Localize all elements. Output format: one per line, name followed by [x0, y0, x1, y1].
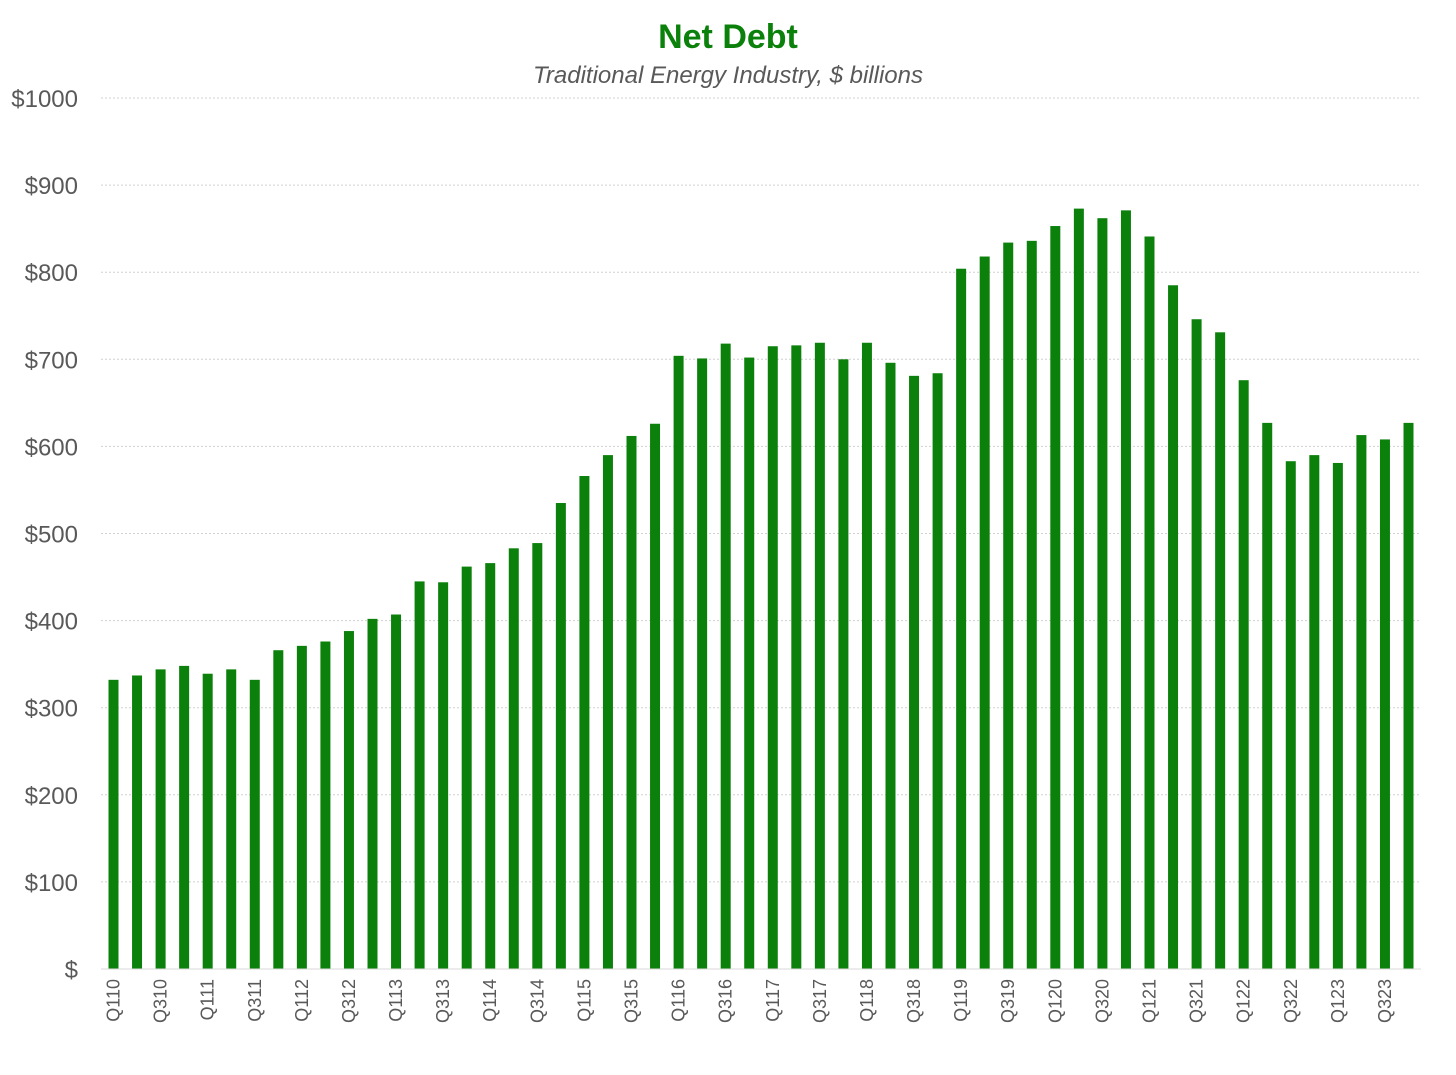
bar-Q416 [744, 358, 754, 969]
bar-Q418 [933, 373, 943, 969]
y-tick-label: $ [65, 957, 78, 984]
bar-Q312 [344, 631, 354, 969]
x-tick-label: Q314 [527, 979, 547, 1023]
bar-Q223 [1356, 435, 1366, 969]
bar-Q121 [1145, 236, 1155, 969]
bar-Q211 [226, 669, 236, 969]
bar-Q117 [768, 346, 778, 969]
bar-Q411 [273, 650, 283, 969]
bar-Q323 [1380, 439, 1390, 969]
y-tick-label: $300 [25, 696, 78, 723]
x-tick-label: Q315 [622, 979, 642, 1023]
x-tick-label: Q117 [763, 979, 783, 1022]
y-tick-label: $400 [25, 609, 78, 636]
y-tick-label: $800 [25, 260, 78, 287]
x-tick-label: Q318 [904, 979, 924, 1023]
bar-Q212 [320, 642, 330, 969]
bar-Q219 [980, 257, 990, 969]
bar-Q110 [109, 680, 119, 969]
bar-Q421 [1215, 332, 1225, 969]
bar-Q318 [909, 376, 919, 969]
bar-Q417 [838, 359, 848, 969]
bar-Q115 [579, 476, 589, 969]
bar-Q419 [1027, 241, 1037, 969]
bar-Q414 [556, 503, 566, 969]
bar-Q317 [815, 343, 825, 969]
bar-Q316 [721, 344, 731, 969]
bar-Q413 [462, 567, 472, 969]
x-tick-label: Q119 [951, 979, 971, 1022]
x-tick-label: Q121 [1140, 979, 1160, 1023]
x-tick-label: Q319 [998, 979, 1018, 1023]
x-tick-label: Q311 [245, 979, 265, 1022]
bar-Q114 [485, 563, 495, 969]
bar-Q221 [1168, 285, 1178, 969]
bar-Q310 [156, 669, 166, 969]
bar-Q322 [1286, 461, 1296, 969]
bar-Q218 [886, 363, 896, 969]
bar-Q210 [132, 675, 142, 969]
bar-Q122 [1239, 380, 1249, 969]
x-tick-label: Q116 [669, 979, 689, 1022]
bar-Q113 [391, 615, 401, 969]
x-tick-label: Q320 [1092, 979, 1112, 1023]
y-tick-label: $1000 [11, 86, 78, 113]
bar-Q123 [1333, 463, 1343, 969]
y-tick-label: $500 [25, 522, 78, 549]
bar-Q215 [603, 455, 613, 969]
bar-Q311 [250, 680, 260, 969]
bar-Q217 [791, 345, 801, 969]
bar-Q119 [956, 269, 966, 969]
y-tick-label: $900 [25, 173, 78, 200]
bar-Q120 [1050, 226, 1060, 969]
x-tick-label: Q110 [104, 979, 124, 1022]
bar-Q422 [1309, 455, 1319, 969]
x-tick-label: Q115 [574, 979, 594, 1022]
bar-Q315 [627, 436, 637, 969]
bar-Q222 [1262, 423, 1272, 969]
bar-Q410 [179, 666, 189, 969]
bar-Q423 [1404, 423, 1414, 969]
bar-Q314 [532, 543, 542, 969]
x-tick-label: Q123 [1328, 979, 1348, 1023]
x-tick-label: Q111 [198, 979, 218, 1020]
x-tick-label: Q112 [292, 979, 312, 1022]
x-tick-label: Q317 [810, 979, 830, 1023]
x-tick-label: Q310 [151, 979, 171, 1023]
bar-Q320 [1097, 218, 1107, 969]
y-tick-label: $600 [25, 434, 78, 461]
y-tick-label: $200 [25, 783, 78, 810]
x-tick-label: Q322 [1281, 979, 1301, 1023]
y-tick-label: $100 [25, 870, 78, 897]
y-tick-label: $700 [25, 347, 78, 374]
bar-Q111 [203, 674, 213, 969]
bar-Q118 [862, 343, 872, 969]
bar-Q213 [415, 581, 425, 969]
bar-Q214 [509, 548, 519, 969]
bar-Q412 [368, 619, 378, 969]
bar-Q313 [438, 582, 448, 969]
x-tick-label: Q113 [386, 979, 406, 1022]
bar-Q319 [1003, 243, 1013, 969]
bar-Q112 [297, 646, 307, 969]
x-tick-label: Q114 [480, 979, 500, 1022]
x-tick-label: Q312 [339, 979, 359, 1023]
x-tick-label: Q316 [716, 979, 736, 1023]
bar-Q415 [650, 424, 660, 969]
bar-Q116 [674, 356, 684, 969]
x-tick-label: Q313 [433, 979, 453, 1023]
bars [109, 209, 1414, 969]
bar-Q216 [697, 358, 707, 969]
x-tick-label: Q321 [1187, 979, 1207, 1023]
bar-Q321 [1192, 319, 1202, 969]
y-axis: $ $100 $200 $300 $400 $500 $600 $700 $800 $900 $10… [11, 86, 78, 984]
x-tick-label: Q122 [1234, 979, 1254, 1023]
x-axis: Q110 Q310 Q111 Q311 Q112 Q312 Q113 Q313 Q114 Q314… [104, 979, 1395, 1023]
x-tick-label: Q323 [1375, 979, 1395, 1023]
bar-Q220 [1074, 209, 1084, 969]
bar-Q420 [1121, 210, 1131, 969]
x-tick-label: Q118 [857, 979, 877, 1022]
x-tick-label: Q120 [1045, 979, 1065, 1023]
